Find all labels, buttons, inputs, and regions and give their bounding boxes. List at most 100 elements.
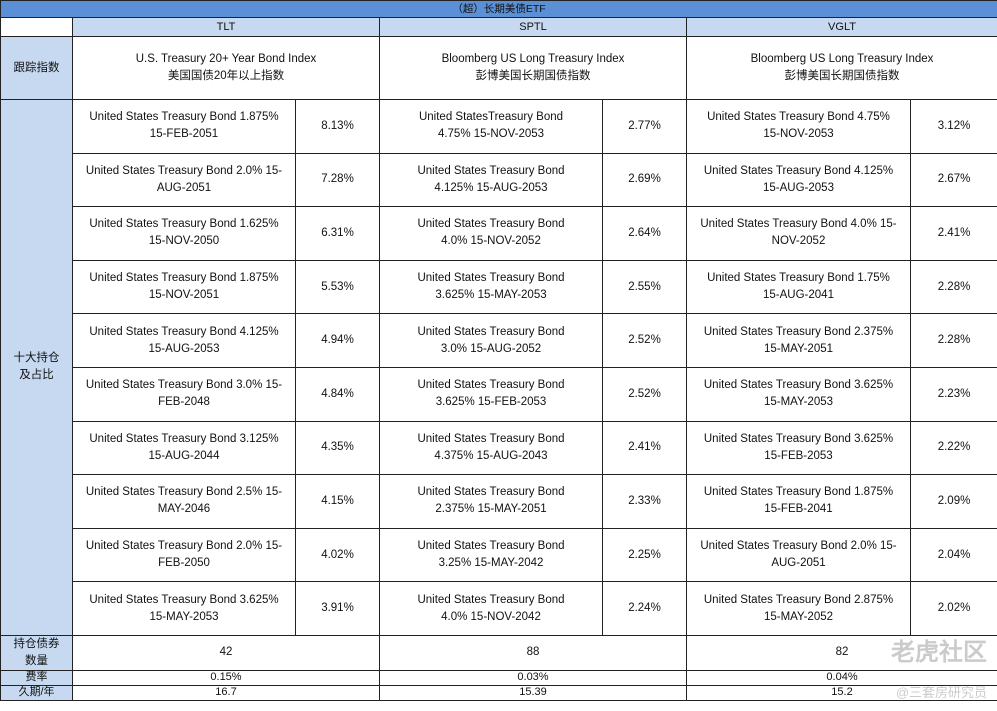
holding-weight: 4.84%	[295, 366, 380, 422]
holding-name: United States Treasury Bond 3.625% 15-FE…	[686, 420, 911, 476]
holding-row: United States Treasury Bond 2.5% 15- MAY…	[1, 474, 997, 529]
holding-weight: 2.02%	[909, 581, 997, 636]
fee-row: 费率 0.15% 0.03% 0.04%	[0, 669, 997, 686]
holding-name: United States Treasury Bond 3.0% 15- FEB…	[72, 366, 296, 422]
holding-weight: 2.28%	[909, 313, 997, 368]
holding-name: United States Treasury Bond 2.5% 15- MAY…	[72, 474, 296, 529]
holding-name: United States Treasury Bond 3.625% 15-FE…	[379, 366, 603, 422]
holding-name: United States Treasury Bond 1.875% 15-NO…	[72, 259, 296, 315]
fund-header-vglt: VGLT	[685, 17, 997, 37]
duration-cell: 15.39	[379, 684, 687, 701]
holding-name: United States Treasury Bond 1.75% 15-AUG…	[686, 259, 911, 315]
holding-weight: 2.55%	[602, 259, 687, 315]
holding-weight: 7.28%	[295, 152, 380, 208]
holding-weight: 2.67%	[909, 152, 997, 208]
holding-weight: 4.15%	[295, 474, 380, 529]
holding-weight: 2.33%	[602, 474, 687, 529]
duration-cell: 16.7	[72, 684, 380, 701]
holding-name: United States Treasury Bond 2.375% 15-MA…	[379, 474, 603, 529]
holding-weight: 2.04%	[909, 527, 997, 583]
duration-value: 15.39	[519, 686, 547, 699]
fee-cell: 0.15%	[72, 669, 380, 686]
holding-weight: 4.35%	[295, 420, 380, 476]
holding-name: United States Treasury Bond 4.0% 15-NOV-…	[379, 206, 603, 261]
row-label-count: 持仓债券 数量	[0, 634, 73, 671]
holding-name: United States Treasury Bond 4.375% 15-AU…	[379, 420, 603, 476]
fund-header-sptl: SPTL	[379, 17, 687, 37]
table-title: （超）长期美债ETF	[0, 0, 997, 18]
fund-header-tlt: TLT	[72, 17, 380, 37]
index-tlt: U.S. Treasury 20+ Year Bond Index 美国国债20…	[72, 36, 380, 100]
holding-row: United States Treasury Bond 2.0% 15- FEB…	[1, 527, 997, 583]
holding-name: United States Treasury Bond 2.0% 15- FEB…	[72, 527, 296, 583]
count-row: 持仓债券 数量 42 88 82 老虎社区	[0, 634, 997, 671]
holding-row: United States Treasury Bond 2.0% 15- AUG…	[1, 152, 997, 208]
holding-weight: 2.41%	[909, 206, 997, 261]
fee-cell: 0.04%	[685, 669, 997, 686]
holding-weight: 2.25%	[602, 527, 687, 583]
holding-weight: 6.31%	[295, 206, 380, 261]
duration-row: 久期/年 16.7 15.39 15.2 @三套房研究员	[0, 684, 997, 701]
fee-value: 0.04%	[826, 671, 858, 684]
holding-row: United States Treasury Bond 1.875% 15-NO…	[1, 259, 997, 315]
holding-weight: 8.13%	[295, 99, 380, 154]
count-value: 82	[835, 646, 849, 659]
holding-row: United States Treasury Bond 3.625% 15-MA…	[1, 581, 997, 636]
corner-cell	[0, 17, 73, 37]
row-label-holdings: 十大持仓 及占比	[0, 99, 73, 636]
holding-weight: 2.28%	[909, 259, 997, 315]
holding-name: United States Treasury Bond 3.625% 15-MA…	[686, 366, 911, 422]
holding-weight: 4.02%	[295, 527, 380, 583]
holding-name: United States Treasury Bond 4.0% 15- NOV…	[686, 206, 911, 261]
holding-name: United States Treasury Bond 1.875% 15-FE…	[686, 474, 911, 529]
holding-name: United States Treasury Bond 4.0% 15-NOV-…	[379, 581, 603, 636]
count-cell: 42	[72, 634, 380, 671]
watermark-author: @三套房研究员	[895, 684, 988, 700]
holding-weight: 5.53%	[295, 259, 380, 315]
holding-row: United States Treasury Bond 1.625% 15-NO…	[1, 206, 997, 261]
holding-name: United States Treasury Bond 3.125% 15-AU…	[72, 420, 296, 476]
holding-name: United States Treasury Bond 3.0% 15-AUG-…	[379, 313, 603, 368]
holding-name: United StatesTreasury Bond 4.75% 15-NOV-…	[379, 99, 603, 154]
watermark-logo: 老虎社区	[891, 638, 988, 666]
holding-name: United States Treasury Bond 4.75% 15-NOV…	[686, 99, 911, 154]
holding-name: United States Treasury Bond 3.625% 15-MA…	[72, 581, 296, 636]
holding-weight: 3.12%	[909, 99, 997, 154]
fee-cell: 0.03%	[379, 669, 687, 686]
holding-weight: 2.52%	[602, 313, 687, 368]
count-cell: 82 老虎社区	[685, 634, 997, 671]
holding-name: United States Treasury Bond 4.125% 15-AU…	[379, 152, 603, 208]
holding-weight: 2.09%	[909, 474, 997, 529]
index-vglt: Bloomberg US Long Treasury Index 彭博美国长期国…	[685, 36, 997, 100]
holding-weight: 4.94%	[295, 313, 380, 368]
holding-name: United States Treasury Bond 2.0% 15- AUG…	[72, 152, 296, 208]
holding-name: United States Treasury Bond 3.625% 15-MA…	[379, 259, 603, 315]
holding-weight: 3.91%	[295, 581, 380, 636]
holding-row: United States Treasury Bond 4.125% 15-AU…	[1, 313, 997, 368]
row-label-duration: 久期/年	[0, 684, 73, 701]
holding-name: United States Treasury Bond 2.875% 15-MA…	[686, 581, 911, 636]
holding-weight: 2.23%	[909, 366, 997, 422]
holding-name: United States Treasury Bond 3.25% 15-MAY…	[379, 527, 603, 583]
holding-weight: 2.24%	[602, 581, 687, 636]
count-cell: 88	[379, 634, 687, 671]
holding-name: United States Treasury Bond 2.375% 15-MA…	[686, 313, 911, 368]
holding-weight: 2.22%	[909, 420, 997, 476]
holding-row: 十大持仓 及占比 United States Treasury Bond 1.87…	[0, 99, 997, 636]
count-value: 42	[219, 646, 233, 659]
duration-cell: 15.2 @三套房研究员	[685, 684, 997, 701]
holding-row: United States Treasury Bond 3.0% 15- FEB…	[1, 366, 997, 422]
holding-weight: 2.64%	[602, 206, 687, 261]
row-label-fee: 费率	[0, 669, 73, 686]
holding-weight: 2.41%	[602, 420, 687, 476]
holding-weight: 2.77%	[602, 99, 687, 154]
holding-name: United States Treasury Bond 2.0% 15- AUG…	[686, 527, 911, 583]
holding-row: United States Treasury Bond 3.125% 15-AU…	[1, 420, 997, 476]
row-label-index: 跟踪指数	[0, 36, 73, 100]
fee-value: 0.15%	[210, 671, 242, 684]
holding-name: United States Treasury Bond 4.125% 15-AU…	[72, 313, 296, 368]
holding-weight: 2.52%	[602, 366, 687, 422]
count-value: 88	[526, 646, 540, 659]
fee-value: 0.03%	[517, 671, 549, 684]
